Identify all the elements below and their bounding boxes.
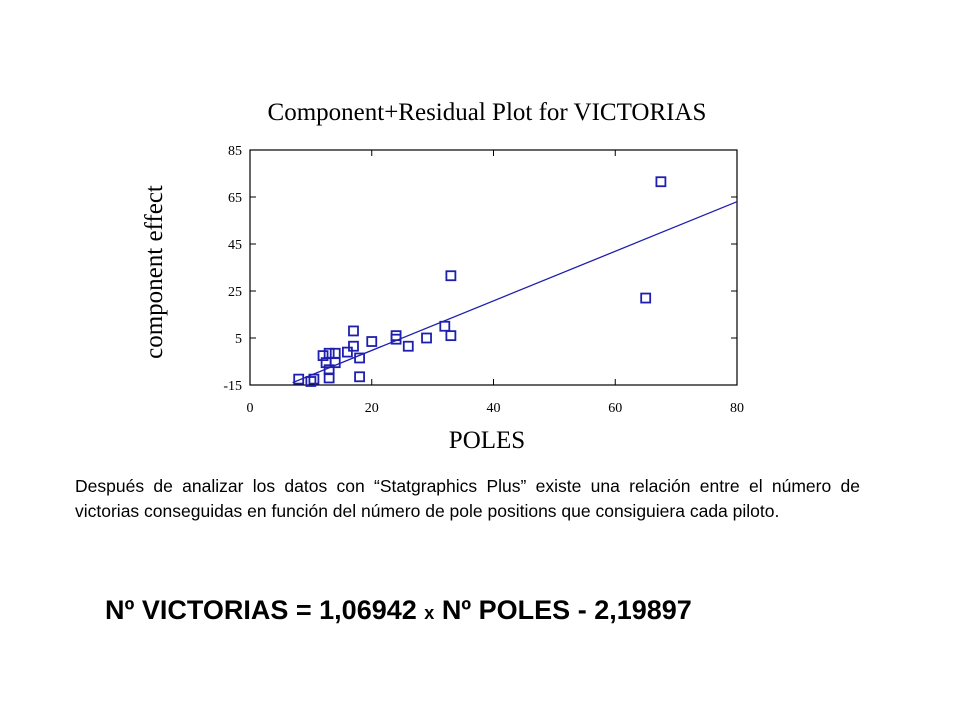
x-axis: 0 20 40 60 80 (247, 150, 744, 416)
data-point (348, 325, 359, 337)
x-tick-label: 40 (487, 401, 501, 416)
data-point (341, 346, 353, 358)
x-tick-label: 80 (730, 401, 744, 416)
data-point (421, 332, 432, 344)
x-tick-label: 60 (608, 401, 622, 416)
data-point (439, 320, 451, 332)
data-point (323, 372, 335, 384)
y-tick-label: -15 (223, 379, 242, 394)
y-tick-label: 45 (228, 238, 242, 253)
data-point (317, 350, 329, 362)
data-point (354, 371, 365, 383)
data-point (640, 292, 652, 304)
regression-equation: Nº VICTORIAS = 1,06942 x Nº POLES - 2,19… (105, 595, 865, 626)
data-point (305, 376, 317, 387)
data-point (329, 347, 341, 359)
x-axis-label: POLES (449, 427, 525, 454)
data-point (390, 333, 402, 345)
y-tick-label: 65 (228, 191, 242, 206)
regression-line (292, 201, 738, 384)
plot-frame (249, 149, 738, 386)
data-point (445, 330, 457, 342)
data-point (445, 270, 457, 282)
data-point (655, 176, 667, 188)
description-text: Después de analizar los datos con “Statg… (75, 476, 860, 521)
data-point (402, 340, 414, 352)
data-point (308, 373, 320, 385)
equation-left: Nº VICTORIAS = 1,06942 (105, 595, 417, 625)
equation-operator: x (424, 603, 435, 623)
scatter-chart: Component+Residual Plot for VICTORIAS 85… (141, 99, 744, 454)
data-point (329, 357, 341, 369)
data-point (323, 347, 335, 359)
y-tick-label: 25 (228, 285, 242, 300)
data-point (366, 336, 378, 347)
chart-title: Component+Residual Plot for VICTORIAS (268, 99, 707, 126)
equation-right: Nº POLES - 2,19897 (441, 595, 692, 625)
y-tick-label: 85 (228, 144, 242, 159)
y-axis: 85 65 45 25 5 -15 (223, 144, 737, 394)
y-tick-label: 5 (235, 332, 242, 347)
data-points (293, 176, 667, 387)
x-tick-label: 0 (247, 401, 254, 416)
data-point (354, 352, 365, 364)
y-axis-label: component effect (141, 185, 168, 359)
data-point (293, 373, 305, 385)
x-tick-label: 20 (365, 401, 379, 416)
data-point (348, 340, 359, 352)
